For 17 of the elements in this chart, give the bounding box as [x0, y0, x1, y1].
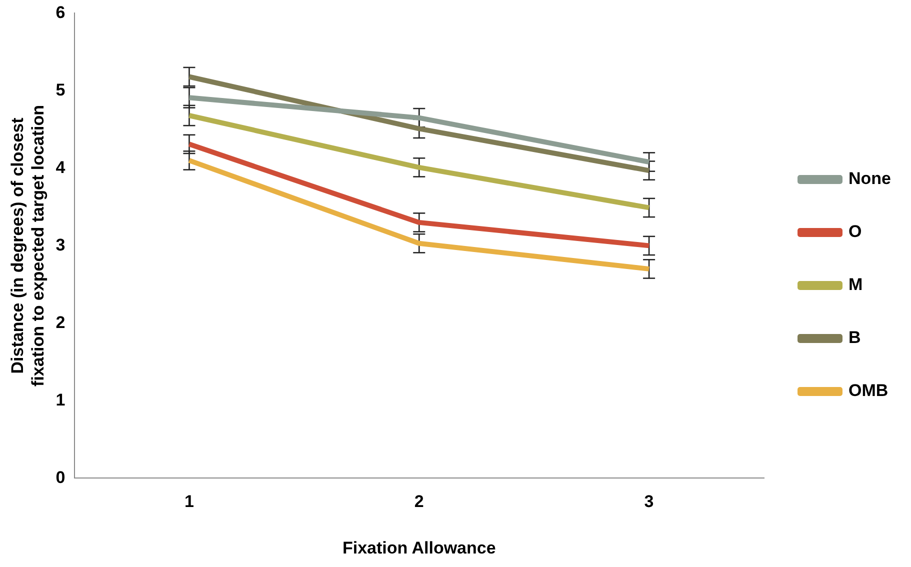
legend-label: M — [848, 275, 863, 294]
x-tick-label: 3 — [644, 492, 654, 512]
y-axis-title: Distance (in degrees) of closest fixation to expected target location — [8, 104, 48, 386]
y-tick-label: 0 — [56, 468, 66, 487]
x-tick-label: 1 — [184, 492, 194, 512]
y-tick-label: 1 — [56, 390, 66, 410]
legend-label: None — [848, 169, 891, 188]
y-tick-label: 2 — [56, 312, 66, 332]
legend-label: B — [848, 328, 861, 348]
y-tick-label: 5 — [56, 80, 66, 100]
y-tick-label: 3 — [56, 235, 66, 254]
x-axis-title: Fixation Allowance — [342, 538, 496, 558]
x-tick-label: 2 — [414, 492, 424, 512]
y-tick-label: 4 — [56, 158, 66, 177]
legend-label: OMB — [848, 381, 888, 400]
legend-label: O — [848, 222, 862, 242]
y-tick-label: 6 — [56, 2, 66, 22]
